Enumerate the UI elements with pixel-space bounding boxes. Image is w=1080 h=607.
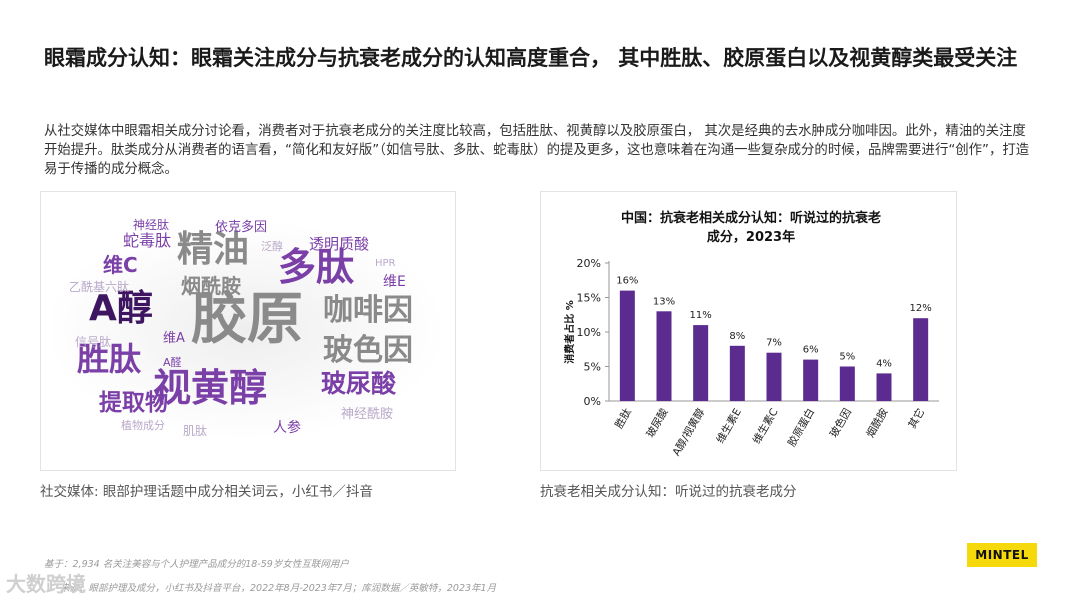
cloud-word: 维E xyxy=(383,274,406,290)
bar xyxy=(693,325,709,401)
chart-title: 中国：抗衰老相关成分认知：听说过的抗衰老成分，2023年 xyxy=(621,210,881,245)
bar xyxy=(619,290,635,401)
cloud-word: 人参 xyxy=(273,419,301,436)
x-tick-label: 玻尿酸 xyxy=(644,406,671,440)
page-title: 眼霜成分认知：眼霜关注成分与抗衰老成分的认知高度重合， 其中胜肽、胶原蛋白以及视… xyxy=(44,46,1018,70)
bar xyxy=(803,359,819,401)
data-label: 16% xyxy=(616,276,638,287)
y-tick-label: 20% xyxy=(577,257,601,270)
cloud-word: 乙酰基六肽 xyxy=(69,279,129,294)
cloud-word: 神经酰胺 xyxy=(341,407,393,422)
cloud-word: A醇 xyxy=(89,288,153,329)
x-tick-label: 胜肽 xyxy=(612,406,634,431)
data-label: 7% xyxy=(766,338,782,349)
data-label: 8% xyxy=(729,331,745,342)
cloud-word: 视黄醇 xyxy=(153,366,267,410)
bar xyxy=(839,366,855,401)
y-tick-label: 5% xyxy=(584,361,601,374)
x-tick-label: 玻色因 xyxy=(827,406,854,440)
cloud-word: 神经肽 xyxy=(133,217,169,232)
source-note: 来源：眼部护理及成分，小红书及抖音平台，2022年8月-2023年7月；库润数据… xyxy=(60,583,497,594)
x-tick-label: A醇/视黄醇 xyxy=(670,406,708,459)
y-axis-label: 消费者占比 % xyxy=(563,300,576,364)
mintel-logo: MINTEL xyxy=(967,543,1037,567)
bar xyxy=(766,352,782,401)
x-tick-label: 其它 xyxy=(906,406,928,431)
y-tick-label: 10% xyxy=(577,326,601,339)
data-label: 11% xyxy=(690,310,712,321)
cloud-word: 维A xyxy=(163,331,185,346)
cloud-word: 多肽 xyxy=(278,245,354,289)
cloud-word: 提取物 xyxy=(99,389,168,416)
data-label: 4% xyxy=(876,358,892,369)
y-tick-label: 0% xyxy=(584,395,601,408)
data-label: 5% xyxy=(839,352,855,363)
cloud-word: 咖啡因 xyxy=(323,293,413,328)
caption-word-cloud: 社交媒体: 眼部护理话题中成分相关词云，小红书／抖音 xyxy=(40,484,373,500)
cloud-word: 泛醇 xyxy=(261,239,283,253)
cloud-word: A醛 xyxy=(163,355,182,369)
cloud-word: 植物成分 xyxy=(121,418,165,432)
cloud-word: 胶原 xyxy=(191,287,303,352)
cloud-word: 信号肽 xyxy=(75,334,111,349)
watermark: 大数跨境 xyxy=(6,572,86,596)
cloud-word: HPR xyxy=(375,258,396,269)
y-tick-label: 15% xyxy=(577,292,601,305)
cloud-word: 依克多因 xyxy=(215,219,267,235)
cloud-word: 肌肽 xyxy=(183,423,207,438)
cloud-word: 精油 xyxy=(177,229,249,270)
word-cloud-panel: 胶原视黄醇 A醇 多肽 精油胜肽 咖啡因玻色因 玻尿酸提取物 烟酰胺 维C 蛇毒肽 透明质酸 依克多… xyxy=(40,191,456,471)
cloud-word: 透明质酸 xyxy=(309,235,369,253)
bar xyxy=(876,373,892,401)
data-label: 6% xyxy=(803,345,819,356)
cloud-background xyxy=(46,220,446,440)
cloud-word: 维C xyxy=(103,253,138,277)
x-tick-label: 胶原蛋白 xyxy=(785,406,817,449)
x-tick-label: 维生素E xyxy=(714,406,744,446)
bar xyxy=(913,318,929,401)
x-tick-label: 维生素C xyxy=(750,406,781,446)
chart-panel: 中国：抗衰老相关成分认知：听说过的抗衰老成分，2023年消费者占比 % 0% 5% 1… xyxy=(540,191,957,471)
bar xyxy=(656,311,672,401)
x-tick-label: 烟酰胺 xyxy=(864,406,891,440)
data-label: 13% xyxy=(653,296,675,307)
cloud-word: 烟酰胺 xyxy=(181,274,241,298)
cloud-word: 蛇毒肽 xyxy=(123,231,171,250)
bar xyxy=(729,345,745,401)
cloud-word: 玻色因 xyxy=(323,333,413,368)
intro-paragraph: 从社交媒体中眼霜相关成分讨论看，消费者对于抗衰老成分的关注度比较高，包括胜肽、视… xyxy=(44,124,1030,177)
cloud-word: 玻尿酸 xyxy=(321,369,397,398)
caption-chart: 抗衰老相关成分认知：听说过的抗衰老成分 xyxy=(540,484,797,500)
base-note: 基于：2,934 名关注美容与个人护理产品成分的18-59岁女性互联网用户 xyxy=(44,559,349,570)
cloud-word: 胜肽 xyxy=(77,340,142,378)
data-label: 12% xyxy=(910,303,932,314)
